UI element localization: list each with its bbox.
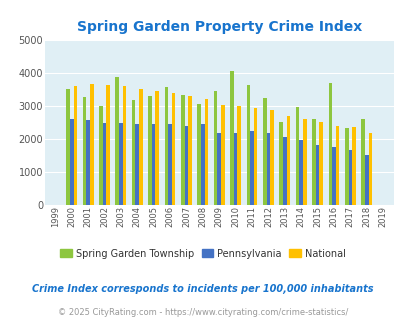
Bar — [139, 89, 142, 205]
Bar — [106, 85, 110, 205]
Bar — [286, 115, 290, 205]
Bar — [119, 123, 122, 205]
Legend: Spring Garden Township, Pennsylvania, National: Spring Garden Township, Pennsylvania, Na… — [56, 245, 349, 262]
Bar — [249, 131, 253, 205]
Bar — [135, 124, 139, 205]
Bar — [351, 127, 355, 205]
Bar — [335, 126, 339, 205]
Bar — [230, 71, 233, 205]
Bar — [270, 110, 273, 205]
Bar — [184, 126, 188, 205]
Bar — [233, 133, 237, 205]
Bar — [331, 147, 335, 205]
Bar — [164, 87, 168, 205]
Bar — [102, 123, 106, 205]
Bar — [73, 86, 77, 205]
Bar — [282, 137, 286, 205]
Bar — [151, 124, 155, 205]
Bar — [295, 107, 298, 205]
Bar — [90, 84, 93, 205]
Bar — [319, 122, 322, 205]
Bar — [155, 91, 159, 205]
Bar — [220, 105, 224, 205]
Text: © 2025 CityRating.com - https://www.cityrating.com/crime-statistics/: © 2025 CityRating.com - https://www.city… — [58, 308, 347, 317]
Bar — [181, 95, 184, 205]
Bar — [200, 124, 204, 205]
Title: Spring Garden Property Crime Index: Spring Garden Property Crime Index — [77, 20, 361, 34]
Bar — [171, 93, 175, 205]
Bar — [348, 150, 351, 205]
Bar — [99, 106, 102, 205]
Bar — [302, 119, 306, 205]
Bar — [328, 83, 331, 205]
Text: Crime Index corresponds to incidents per 100,000 inhabitants: Crime Index corresponds to incidents per… — [32, 284, 373, 294]
Bar — [204, 99, 208, 205]
Bar — [279, 122, 282, 205]
Bar — [262, 98, 266, 205]
Bar — [311, 119, 315, 205]
Bar — [246, 85, 249, 205]
Bar — [122, 86, 126, 205]
Bar — [368, 133, 371, 205]
Bar — [364, 155, 368, 205]
Bar — [70, 119, 73, 205]
Bar — [217, 133, 220, 205]
Bar — [66, 89, 70, 205]
Bar — [344, 128, 348, 205]
Bar — [132, 100, 135, 205]
Bar — [298, 140, 302, 205]
Bar — [253, 108, 257, 205]
Bar — [168, 124, 171, 205]
Bar — [148, 96, 151, 205]
Bar — [315, 145, 319, 205]
Bar — [266, 133, 270, 205]
Bar — [237, 106, 241, 205]
Bar — [83, 97, 86, 205]
Bar — [213, 91, 217, 205]
Bar — [197, 104, 200, 205]
Bar — [360, 119, 364, 205]
Bar — [115, 77, 119, 205]
Bar — [86, 120, 90, 205]
Bar — [188, 96, 192, 205]
